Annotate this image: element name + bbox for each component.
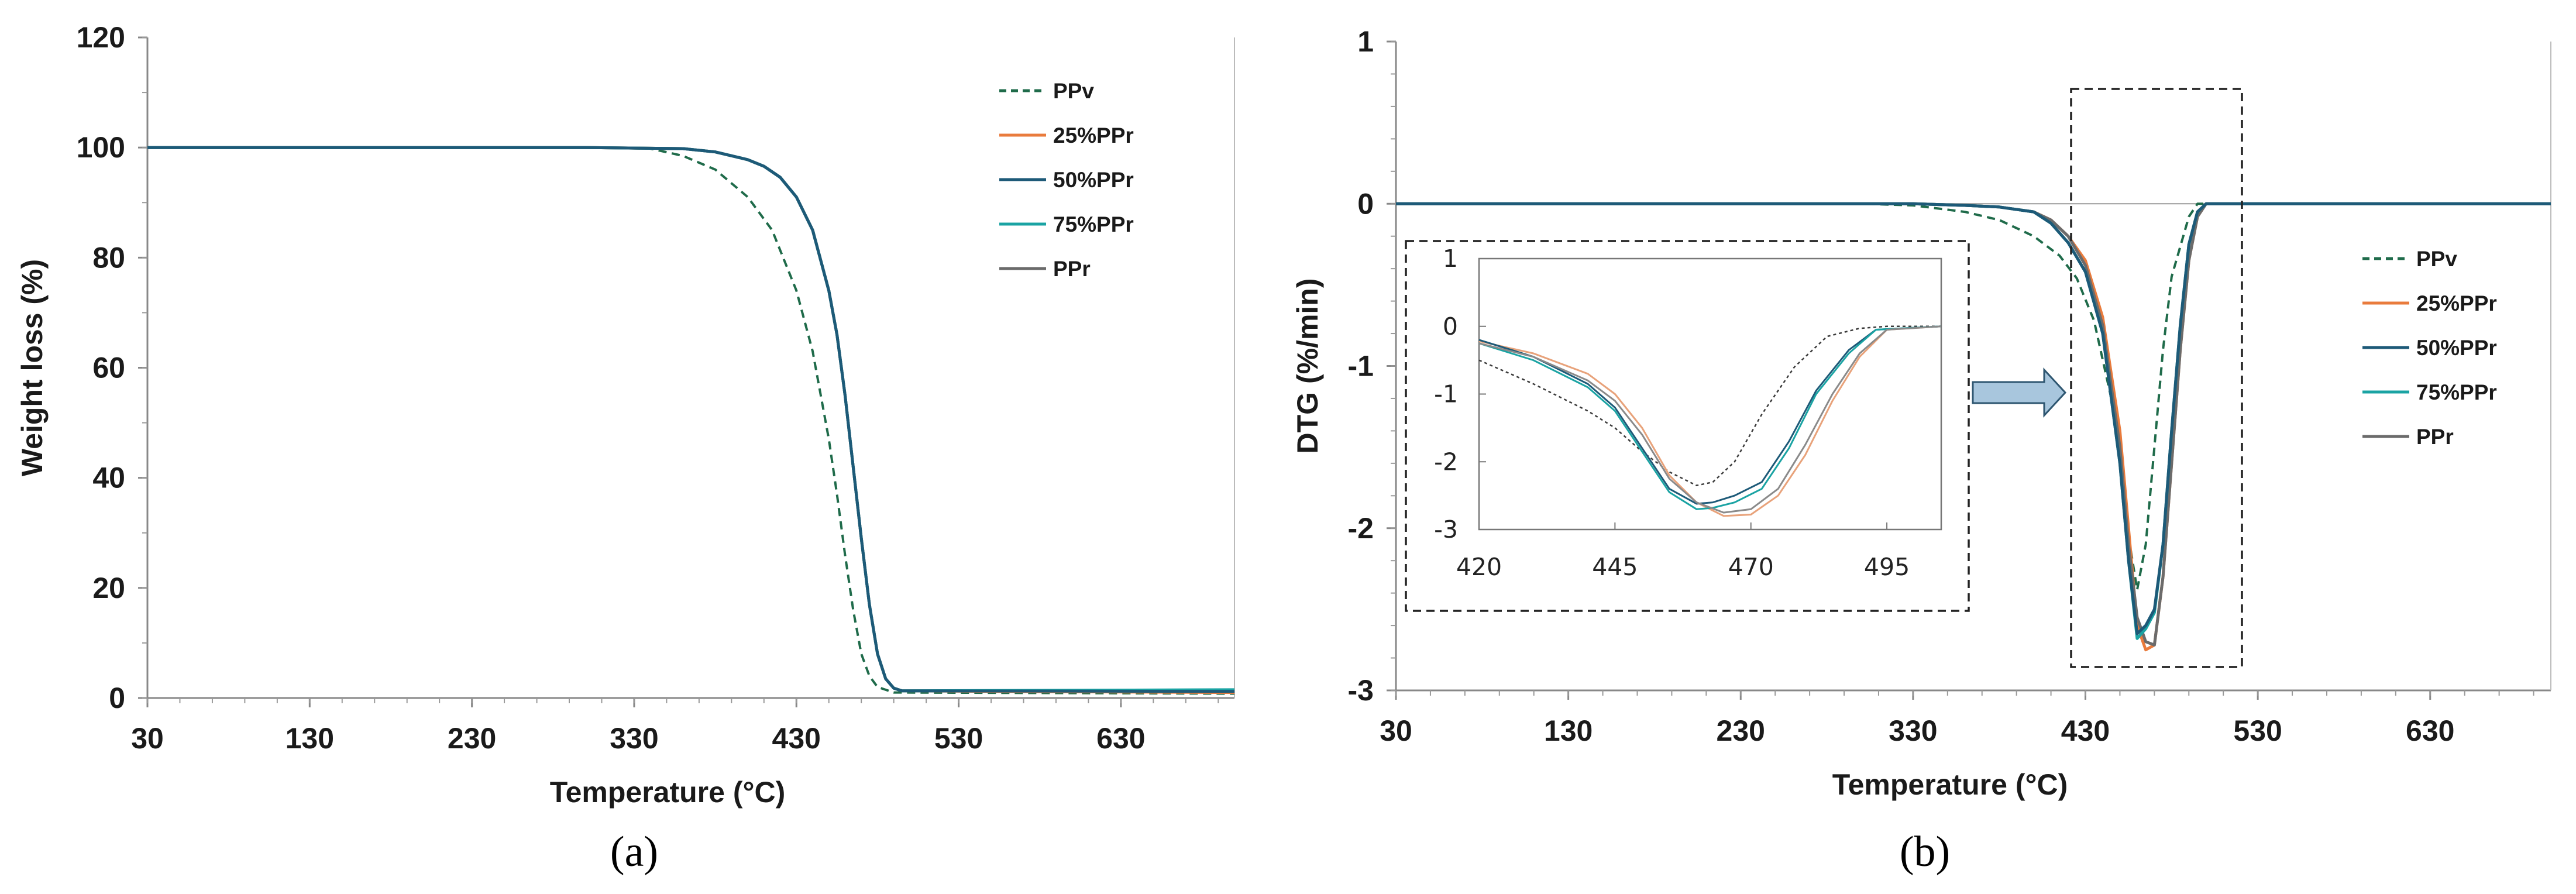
y-tick-label: 1 [1357,25,1374,58]
inset-series-line-PPr [1478,325,1942,514]
series-line-PPv [147,146,1234,695]
inset-y-tick-label: -3 [1434,515,1458,544]
x-tick-label: 230 [1717,714,1765,747]
inset-x-tick-label: 470 [1728,553,1774,581]
legend-label: 50%PPr [1053,168,1134,192]
series-line-50pct-PPr [1396,202,2551,635]
x-tick-label: 530 [2233,714,2282,747]
x-tick-label: 530 [934,722,983,755]
x-axis-title: Temperature (°C) [1832,768,2068,801]
x-tick-label: 630 [2406,714,2454,747]
inset-x-tick-label: 445 [1592,553,1638,581]
x-tick-label: 130 [286,722,334,755]
x-tick-label: 330 [610,722,658,755]
series-line-50pct-PPr [147,146,1234,693]
legend-label: 25%PPr [2416,291,2497,315]
inset-chart: 420 445 470 495 1 0 -1 -2 -3 [1405,240,1970,612]
x-tick-label: 430 [2061,714,2110,747]
x-tick-label: 430 [772,722,821,755]
inset-x-tick-label: 420 [1456,553,1502,581]
legend-label: 50%PPr [2416,336,2497,360]
y-tick-label: -3 [1348,674,1374,707]
y-tick-label: -1 [1348,350,1374,383]
x-tick-label: 330 [1889,714,1937,747]
legend-label: PPr [1053,257,1091,281]
panel-a-chart: 30 130 230 330 430 530 630 0 20 40 60 80 100 120 Tempe… [16,21,1235,876]
y-tick-label: 0 [1357,187,1374,220]
x-axis-title: Temperature (°C) [550,776,785,809]
legend-label: PPv [2416,247,2457,271]
inset-series-line-25pct-PPr [1478,325,1942,517]
legend-label: 75%PPr [2416,380,2497,404]
y-axis-title: Weight loss (%) [16,259,49,476]
arrow-icon [1972,367,2067,418]
inset-y-tick-label: -2 [1434,448,1458,476]
y-tick-label: 120 [77,21,125,54]
inset-frame [1405,240,1970,612]
x-tick-label: 630 [1096,722,1145,755]
inset-y-tick-label: 0 [1443,312,1458,341]
x-tick-label: 130 [1544,714,1593,747]
legend-label: 25%PPr [1053,123,1134,147]
inset-series-line-50pct-PPr [1478,325,1942,505]
y-tick-label: 80 [92,241,125,274]
legend-label: PPv [1053,79,1094,103]
y-tick-label: 60 [92,352,125,384]
y-axis-title: DTG (%/min) [1291,278,1324,454]
panel-label: (a) [610,828,658,876]
panel-b-chart: 30 130 230 330 430 530 630 -3 -2 -1 0 1 Temperature … [1291,25,2551,876]
x-tick-label: 30 [1380,714,1412,747]
inset-y-tick-label: -1 [1434,380,1458,408]
x-tick-label: 30 [131,722,164,755]
y-tick-label: -2 [1348,512,1374,545]
y-tick-label: 0 [109,682,125,714]
y-tick-label: 100 [77,131,125,164]
inset-y-tick-label: 1 [1443,245,1458,273]
legend-label: PPr [2416,425,2454,449]
legend-label: 75%PPr [1053,212,1134,236]
y-tick-label: 20 [92,572,125,604]
inset-x-tick-label: 495 [1864,553,1910,581]
series-group [1396,202,2551,652]
panel-label: (b) [1900,828,1950,876]
x-tick-label: 230 [448,722,496,755]
series-group [147,146,1234,695]
y-tick-label: 40 [92,462,125,494]
inset-series-line-PPv [1478,325,1941,487]
highlight-box [2070,88,2243,668]
